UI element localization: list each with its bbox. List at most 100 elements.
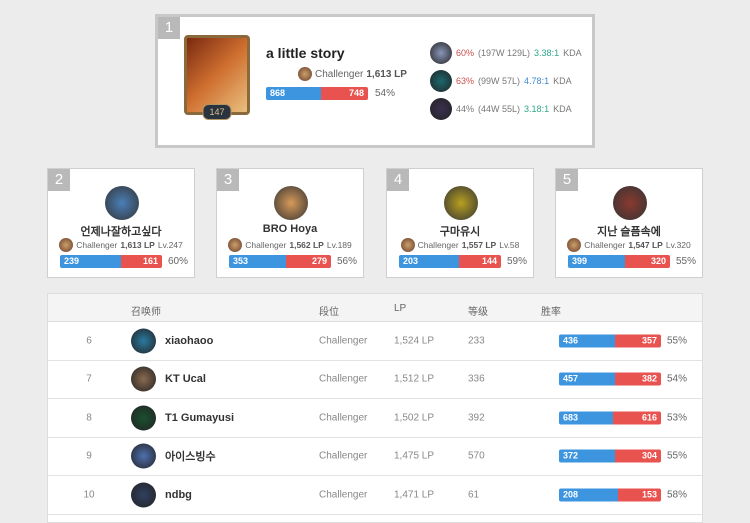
champion-record: (44W 55L) [478, 104, 521, 114]
winloss: 457 382 54% [559, 372, 687, 386]
kda-label: KDA [553, 104, 572, 114]
summoner-name[interactable]: a little story [266, 45, 345, 61]
summoner-name[interactable]: 지난 슬픔속에 [597, 226, 661, 238]
wins: 399 [568, 255, 625, 268]
profile-icon [131, 366, 156, 392]
challenger-emblem-icon [228, 238, 243, 252]
profile-icon [444, 186, 478, 220]
winloss: 203 144 59% [399, 255, 527, 268]
tier: Challenger [319, 335, 368, 347]
level: 570 [468, 450, 485, 462]
lp-value: 1,613 LP [366, 68, 407, 80]
losses: 153 [617, 488, 661, 502]
profile-icon [131, 443, 156, 469]
profile-icon [131, 405, 156, 431]
rank-badge: 3 [217, 169, 239, 191]
winloss: 353 279 56% [229, 255, 357, 268]
player-card[interactable]: 3 BRO Hoya Challenger 1,562 LP Lv.189 353… [216, 168, 364, 278]
ranking-table: 召唤师 段位 LP 等级 胜率 6 xiaohaoo Challenger 1,… [47, 293, 703, 523]
rank: 9 [86, 450, 92, 462]
level: Lv.320 [665, 240, 691, 250]
tier-info: Challenger 1,613 LP Lv.247 [48, 238, 194, 252]
lp: 1,524 LP [394, 335, 435, 347]
summoner-name[interactable]: xiaohaoo [165, 334, 214, 347]
tier: Challenger [319, 373, 368, 385]
champion-row[interactable]: 60% (197W 129L) 3.38:1 KDA [430, 41, 582, 65]
summoner-name[interactable]: ndbg [165, 488, 192, 501]
summoner-name[interactable]: KT Ucal [165, 373, 206, 386]
champion-kda: 3.38:1 [534, 48, 560, 58]
level-badge: 147 [202, 104, 232, 120]
table-row[interactable]: 8 T1 Gumayusi Challenger 1,502 LP 392 68… [48, 399, 702, 438]
winrate: 55% [667, 450, 688, 462]
table-row[interactable]: 6 xiaohaoo Challenger 1,524 LP 233 436 3… [48, 322, 702, 361]
tier-label: Challenger [76, 240, 118, 250]
losses: 161 [120, 255, 162, 268]
wins: 239 [60, 255, 121, 268]
winloss-bar: 683 616 [559, 411, 661, 425]
level: 233 [468, 335, 485, 347]
winloss-bar: 399 320 [568, 255, 670, 268]
player-card[interactable]: 2 언제나잘하고싶다 Challenger 1,613 LP Lv.247 239… [47, 168, 195, 278]
champion-record: (99W 57L) [478, 76, 521, 86]
winrate: 59% [507, 256, 528, 267]
champion-row[interactable]: 63% (99W 57L) 4.78:1 KDA [430, 69, 582, 93]
winloss: 399 320 55% [568, 255, 696, 268]
player-card[interactable]: 5 지난 슬픔속에 Challenger 1,547 LP Lv.320 399 … [555, 168, 703, 278]
winrate: 55% [667, 335, 688, 347]
summoner-name[interactable]: T1 Gumayusi [165, 411, 235, 424]
lp-value: 1,562 LP [289, 240, 324, 250]
profile-icon [105, 186, 139, 220]
tier-label: Challenger [315, 68, 364, 80]
challenger-emblem-icon [567, 238, 582, 252]
tier: Challenger [319, 450, 368, 462]
losses: 382 [614, 372, 661, 386]
wins: 457 [559, 372, 615, 386]
rank: 6 [86, 335, 92, 347]
level: Lv.247 [157, 240, 183, 250]
top-player-card[interactable]: 1 147 a little story Challenger 1,613 LP… [155, 14, 595, 148]
summoner-name[interactable]: 아이스빙수 [165, 451, 216, 464]
winrate: 53% [667, 412, 688, 424]
winloss: 683 616 53% [559, 411, 688, 425]
champion-winrate: 60% [456, 48, 475, 58]
wins: 372 [559, 449, 616, 463]
tier-info: Challenger 1,613 LP [298, 67, 407, 81]
winrate: 60% [168, 256, 189, 267]
rank: 8 [86, 412, 92, 424]
player-card[interactable]: 4 구마유시 Challenger 1,557 LP Lv.58 203 144 … [386, 168, 534, 278]
profile-icon [131, 482, 156, 508]
summoner-name[interactable]: 언제나잘하고싶다 [80, 226, 162, 238]
lp: 1,471 LP [394, 489, 435, 501]
table-row[interactable]: 10 ndbg Challenger 1,471 LP 61 208 153 5… [48, 476, 702, 515]
tier-info: Challenger 1,562 LP Lv.189 [217, 238, 363, 252]
wins: 683 [559, 411, 613, 425]
summoner-name[interactable]: BRO Hoya [262, 223, 318, 235]
lp-value: 1,557 LP [461, 240, 497, 250]
winloss-bar: 372 304 [559, 449, 661, 463]
wins: 436 [559, 334, 616, 348]
tier-label: Challenger [245, 240, 287, 250]
wins: 208 [559, 488, 618, 502]
winloss: 436 357 55% [559, 334, 688, 348]
table-header: 召唤师 段位 LP 等级 胜率 [48, 294, 702, 322]
table-row[interactable]: 9 아이스빙수 Challenger 1,475 LP 570 372 304 … [48, 438, 702, 476]
winrate: 55% [676, 256, 697, 267]
champion-winrate: 44% [456, 104, 475, 114]
summoner-name[interactable]: 구마유시 [439, 226, 481, 238]
rank: 7 [86, 373, 92, 385]
level: 61 [468, 489, 480, 501]
champion-row[interactable]: 44% (44W 55L) 3.18:1 KDA [430, 97, 582, 121]
champion-icon [430, 98, 452, 120]
winloss-bar: 457 382 [559, 372, 661, 386]
challenger-emblem-icon [298, 67, 312, 81]
wins: 353 [229, 255, 287, 268]
kda-label: KDA [553, 76, 572, 86]
rank-badge: 4 [387, 169, 409, 191]
tier-label: Challenger [584, 240, 626, 250]
winloss-bar: 203 144 [399, 255, 501, 268]
winloss-bar: 353 279 [229, 255, 331, 268]
lp-value: 1,613 LP [120, 240, 155, 250]
winloss: 208 153 58% [559, 488, 687, 502]
table-row[interactable]: 7 KT Ucal Challenger 1,512 LP 336 457 38… [48, 361, 702, 399]
